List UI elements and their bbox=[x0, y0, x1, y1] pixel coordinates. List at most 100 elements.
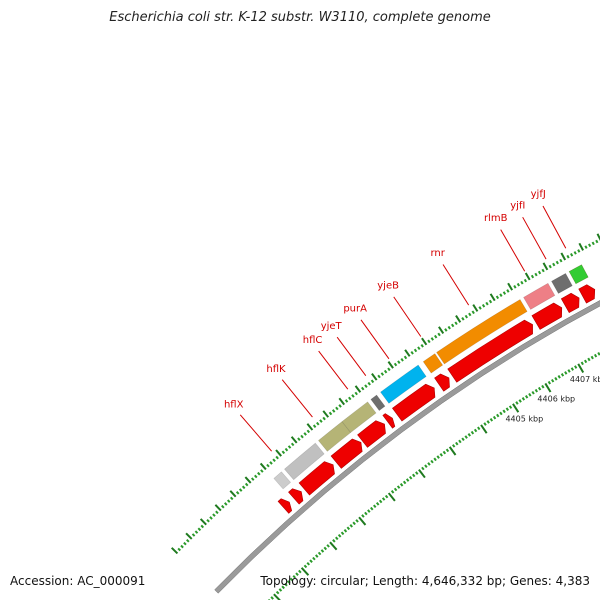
minor-tick-mark bbox=[180, 544, 184, 549]
gene-label: rlmB bbox=[484, 213, 508, 224]
minor-tick-mark bbox=[380, 372, 385, 376]
major-tick-mark bbox=[322, 410, 330, 418]
major-tick-mark bbox=[578, 242, 584, 251]
scale-minor-tick bbox=[364, 511, 368, 516]
major-tick-mark bbox=[259, 462, 267, 471]
minor-tick-mark bbox=[471, 310, 475, 315]
scale-minor-tick bbox=[309, 559, 313, 563]
scale-minor-tick bbox=[451, 444, 456, 448]
scale-minor-tick bbox=[470, 430, 475, 435]
gene-arrow bbox=[330, 438, 363, 469]
major-tick-mark bbox=[472, 304, 479, 312]
gene-label: purA bbox=[343, 304, 367, 315]
scale-minor-tick bbox=[442, 450, 447, 455]
scale-minor-tick bbox=[583, 359, 588, 364]
scale-major-tick bbox=[387, 492, 396, 502]
scale-minor-tick bbox=[427, 462, 431, 466]
minor-tick-mark bbox=[221, 504, 225, 509]
gene-label: rnr bbox=[431, 248, 446, 259]
gene-label-leader bbox=[360, 319, 390, 360]
minor-tick-mark bbox=[235, 491, 240, 495]
scale-minor-tick bbox=[524, 395, 529, 399]
major-tick-mark bbox=[171, 547, 179, 555]
scale-minor-tick bbox=[412, 473, 416, 478]
minor-tick-mark bbox=[183, 541, 187, 546]
minor-tick-mark bbox=[520, 280, 524, 285]
minor-tick-mark bbox=[224, 502, 228, 506]
scale-minor-tick bbox=[424, 464, 428, 468]
backbone-arc bbox=[214, 300, 600, 594]
scale-minor-tick bbox=[564, 371, 568, 375]
gene-label: yjeT bbox=[321, 321, 343, 332]
minor-tick-mark bbox=[570, 252, 574, 257]
minor-tick-mark bbox=[367, 381, 371, 386]
scale-minor-tick bbox=[281, 585, 285, 590]
minor-tick-mark bbox=[506, 289, 510, 293]
cog-feature-block bbox=[422, 353, 444, 374]
minor-tick-mark bbox=[244, 482, 249, 487]
minor-tick-mark bbox=[306, 429, 311, 434]
scale-minor-tick bbox=[303, 564, 308, 569]
scale-minor-tick bbox=[317, 551, 322, 556]
gene-label: yjfI bbox=[510, 200, 525, 211]
scale-minor-tick bbox=[461, 437, 465, 442]
gene-label: yjfJ bbox=[531, 189, 546, 200]
minor-tick-mark bbox=[344, 399, 349, 403]
scale-minor-tick bbox=[284, 582, 288, 587]
scale-minor-tick bbox=[298, 569, 302, 574]
scale-minor-tick bbox=[373, 504, 377, 509]
scale-minor-tick bbox=[597, 352, 600, 356]
minor-tick-mark bbox=[573, 251, 577, 255]
major-tick-mark bbox=[404, 349, 411, 357]
minor-tick-mark bbox=[393, 362, 398, 367]
gene-arrow bbox=[298, 461, 335, 496]
scale-minor-tick bbox=[399, 482, 404, 487]
genome-summary-text: Topology: circular; Length: 4,646,332 bp… bbox=[260, 574, 590, 588]
minor-tick-mark bbox=[383, 369, 388, 374]
minor-tick-mark bbox=[186, 539, 190, 543]
gene-label: yjeB bbox=[377, 281, 399, 292]
minor-tick-mark bbox=[284, 447, 289, 452]
scale-minor-tick bbox=[587, 357, 591, 362]
scale-minor-tick bbox=[346, 526, 351, 531]
minor-tick-mark bbox=[328, 411, 333, 416]
minor-tick-mark bbox=[260, 469, 264, 473]
major-tick-mark bbox=[185, 532, 193, 540]
gene-label-leader bbox=[393, 296, 422, 337]
minor-tick-mark bbox=[370, 379, 375, 384]
gene-arrow bbox=[288, 488, 304, 505]
scale-major-tick bbox=[300, 567, 310, 576]
minor-tick-mark bbox=[275, 455, 279, 460]
minor-tick-mark bbox=[417, 346, 421, 350]
scale-minor-tick bbox=[537, 386, 542, 391]
minor-tick-mark bbox=[215, 510, 219, 515]
minor-tick-mark bbox=[413, 348, 418, 353]
cog-feature-block bbox=[341, 401, 377, 433]
minor-tick-mark bbox=[541, 268, 545, 273]
minor-tick-mark bbox=[588, 243, 592, 248]
minor-tick-mark bbox=[499, 293, 503, 297]
scale-minor-tick bbox=[278, 588, 283, 592]
gene-arrow bbox=[277, 498, 293, 514]
cog-feature-block bbox=[523, 282, 556, 310]
major-tick-mark bbox=[438, 326, 445, 334]
major-tick-mark bbox=[371, 373, 378, 381]
scale-minor-tick bbox=[384, 494, 389, 499]
minor-tick-mark bbox=[495, 295, 500, 300]
minor-tick-mark bbox=[272, 458, 276, 463]
minor-tick-mark bbox=[354, 391, 358, 396]
cog-feature-block bbox=[380, 364, 427, 404]
scale-minor-tick bbox=[320, 549, 325, 553]
minor-tick-mark bbox=[400, 357, 404, 362]
minor-tick-mark bbox=[226, 499, 231, 503]
minor-tick-mark bbox=[387, 367, 391, 372]
gene-arrow bbox=[531, 302, 563, 330]
minor-tick-mark bbox=[534, 272, 538, 277]
minor-tick-mark bbox=[266, 463, 270, 468]
minor-tick-mark bbox=[316, 421, 320, 426]
scale-minor-tick bbox=[405, 478, 410, 482]
scale-minor-tick bbox=[531, 390, 535, 395]
scale-minor-tick bbox=[547, 380, 552, 385]
scale-minor-tick bbox=[408, 475, 413, 480]
minor-tick-mark bbox=[229, 496, 234, 501]
